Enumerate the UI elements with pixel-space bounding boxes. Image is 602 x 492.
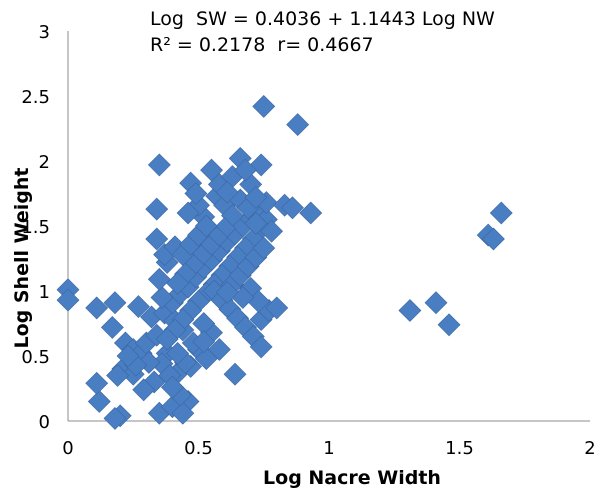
regression-equation: Log SW = 0.4036 + 1.1443 Log NW — [150, 8, 495, 30]
data-point — [116, 344, 140, 368]
data-point — [424, 291, 448, 315]
data-point — [155, 327, 179, 351]
data-point — [176, 201, 200, 225]
data-point — [150, 286, 174, 309]
data-point — [489, 201, 513, 225]
x-tick-label: 1 — [323, 438, 334, 459]
data-point — [249, 335, 273, 359]
data-point — [398, 299, 422, 322]
data-point — [234, 158, 257, 182]
data-points — [56, 94, 513, 430]
x-tick-labels: 0 0.5 1 1.5 2 — [62, 438, 595, 459]
data-point — [244, 185, 268, 209]
data-point — [207, 338, 231, 361]
data-point — [260, 219, 284, 243]
data-point — [145, 197, 169, 221]
data-point — [281, 196, 304, 220]
x-axis-title: Log Nacre Width — [263, 467, 441, 489]
x-tick-label: 2 — [584, 438, 595, 459]
y-tick-label: 2 — [39, 152, 50, 173]
y-tick-label: 2.5 — [21, 87, 50, 108]
data-point — [252, 94, 276, 118]
data-point — [192, 330, 216, 354]
y-tick-label: 0 — [39, 412, 50, 433]
y-axis-title: Log Shell Weight — [11, 167, 33, 348]
data-point — [482, 227, 505, 251]
y-tick-label: 3 — [39, 22, 50, 43]
y-tick-label: 1.5 — [21, 217, 50, 238]
data-point — [85, 296, 109, 320]
data-point — [286, 113, 310, 137]
y-tick-label: 1 — [39, 282, 50, 303]
data-point — [145, 227, 169, 251]
data-point — [160, 375, 184, 399]
data-point — [215, 280, 239, 304]
data-point — [87, 390, 111, 413]
data-point — [437, 313, 461, 337]
data-point — [132, 378, 156, 402]
y-tick-label: 0.5 — [21, 347, 50, 368]
x-tick-label: 0.5 — [184, 438, 213, 459]
data-point — [299, 201, 323, 225]
data-point — [252, 236, 276, 260]
data-point — [103, 291, 127, 315]
axes — [67, 31, 590, 422]
data-point — [147, 153, 171, 177]
y-tick-labels: 0 0.5 1 1.5 2 2.5 3 — [21, 22, 50, 433]
data-point — [166, 271, 190, 295]
data-point — [265, 296, 289, 320]
data-point — [147, 267, 171, 291]
x-tick-label: 1.5 — [445, 438, 474, 459]
data-point — [184, 182, 208, 205]
data-point — [223, 362, 247, 386]
data-point — [56, 288, 80, 312]
data-point — [85, 371, 109, 395]
data-point — [103, 406, 127, 430]
data-point — [100, 315, 124, 339]
regression-stats: R² = 0.2178 r= 0.4667 — [150, 34, 374, 56]
x-tick-label: 0 — [62, 438, 73, 459]
data-point — [194, 214, 218, 238]
data-point — [249, 153, 273, 177]
data-point — [127, 295, 150, 319]
data-point — [171, 401, 195, 425]
data-point — [106, 364, 130, 387]
data-point — [215, 180, 239, 204]
data-point — [166, 341, 190, 365]
data-point — [244, 211, 268, 235]
